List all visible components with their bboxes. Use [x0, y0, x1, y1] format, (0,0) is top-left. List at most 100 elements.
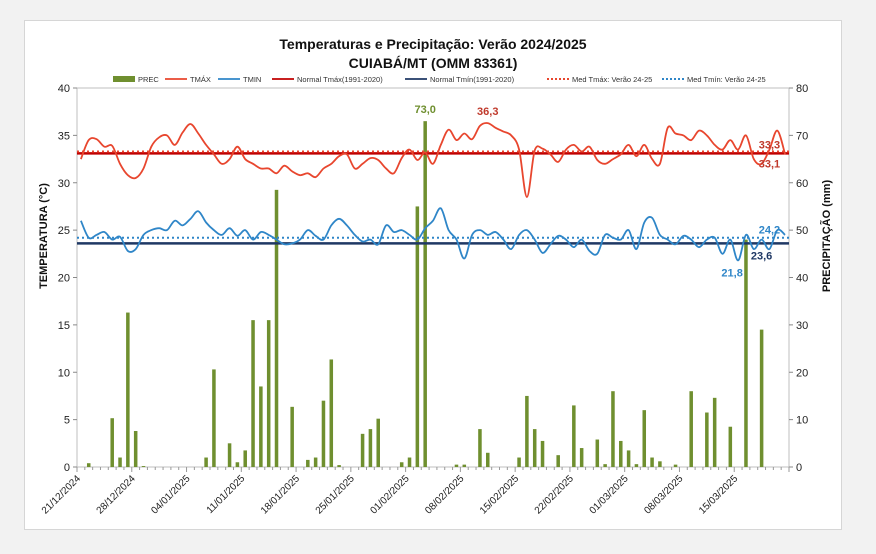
y-right-tick-label: 80 [796, 83, 808, 95]
prec-bar [689, 391, 693, 467]
prec-bar [86, 463, 91, 467]
plot-area [76, 87, 790, 468]
tmin-line [80, 207, 786, 262]
prec-bar [274, 189, 279, 467]
y-left-tick-label: 15 [58, 320, 70, 332]
prec-bar [454, 464, 459, 467]
legend-label-med_tmin: Med Tmín: Verão 24-25 [687, 75, 766, 84]
y-right-tick-label: 50 [796, 225, 808, 237]
prec-bar [141, 466, 146, 467]
y-right-tick-label: 0 [796, 462, 802, 474]
prec-bar [517, 457, 521, 467]
prec-bar [212, 369, 216, 467]
y-left-tick-label: 40 [58, 83, 70, 95]
prec-bar [525, 395, 529, 467]
prec-bar [126, 312, 130, 467]
annotation-normal_tmin: 23,6 [751, 250, 772, 262]
temperature-precipitation-chart: Temperaturas e Precipitação: Verão 2024/… [38, 36, 833, 517]
prec-bar [313, 457, 318, 467]
prec-bar [235, 462, 240, 467]
prec-bar [532, 429, 537, 467]
prec-bar [368, 429, 373, 467]
x-tick-label: 01/02/2025 [368, 473, 411, 516]
x-tick-label: 21/12/2024 [40, 473, 83, 516]
prec-bar [133, 430, 138, 467]
chart-subtitle: CUIABÁ/MT (OMM 83361) [349, 55, 518, 71]
tmax-line [80, 122, 786, 198]
prec-bar [634, 464, 639, 467]
prec-bar [259, 386, 263, 467]
y-right-tick-label: 60 [796, 178, 808, 190]
prec-bar [337, 465, 341, 467]
legend-label-normal_tmin: Normal Tmín(1991-2020) [430, 75, 515, 84]
prec-bar [486, 452, 490, 467]
annotation-prec: 73,0 [414, 104, 435, 116]
y-left-tick-label: 30 [58, 178, 70, 190]
prec-bar [712, 397, 717, 467]
prec-bar [642, 410, 647, 467]
y-left-tick-label: 20 [58, 273, 70, 285]
prec-bar [329, 359, 334, 467]
legend: PREC TMÁX TMIN Normal Tmáx(1991-2020) Normal… [113, 75, 766, 84]
prec-bar [705, 412, 709, 467]
prec-bar [399, 462, 404, 467]
legend-label-tmax: TMÁX [190, 75, 211, 84]
prec-bar [306, 459, 310, 467]
precipitation-bars [86, 121, 764, 467]
legend-label-prec: PREC [138, 75, 159, 84]
y-left-tick-label: 10 [58, 367, 70, 379]
y-axis-left-label: TEMPERATURA (°C) [38, 183, 50, 289]
x-tick-label: 08/03/2025 [642, 473, 685, 516]
prec-bar [595, 439, 600, 467]
x-tick-label: 15/03/2025 [697, 473, 740, 516]
prec-bar [266, 320, 271, 467]
prec-bar [110, 418, 114, 467]
chart-card: Temperaturas e Precipitação: Verão 2024/… [24, 20, 842, 530]
prec-bar [360, 433, 365, 467]
prec-bar [673, 464, 678, 467]
prec-bar [376, 418, 380, 467]
reference-lines [77, 150, 789, 245]
prec-bar [658, 461, 662, 467]
x-tick-label: 01/03/2025 [588, 473, 631, 516]
y-left-tick-label: 5 [64, 415, 70, 427]
legend-swatch-prec [113, 76, 135, 82]
y-right-tick-label: 10 [796, 415, 808, 427]
x-tick-label: 25/01/2025 [314, 473, 357, 516]
x-tick-label: 04/01/2025 [149, 473, 192, 516]
prec-bar [290, 406, 294, 467]
prec-bar [204, 457, 208, 467]
prec-bar [728, 426, 733, 467]
legend-label-tmin: TMIN [243, 75, 261, 84]
annotation-med_tmin: 24,2 [759, 225, 780, 237]
y-axis-right-label: PRECIPITAÇÃO (mm) [820, 180, 833, 293]
y-right-tick-label: 40 [796, 273, 808, 285]
y-right-tick-label: 30 [796, 320, 808, 332]
prec-bar [251, 320, 255, 467]
prec-bar [556, 455, 560, 467]
prec-bar [603, 464, 607, 467]
annotations: 36,3 73,0 33,3 33,1 24,2 23,6 21,8 [414, 104, 780, 279]
x-tick-label: 08/02/2025 [423, 473, 466, 516]
prec-bar [572, 405, 576, 467]
prec-bar [619, 440, 623, 467]
prec-bar [478, 429, 482, 467]
prec-bar [118, 457, 122, 467]
x-tick-label: 18/01/2025 [259, 473, 302, 516]
chart-title: Temperaturas e Precipitação: Verão 2024/… [279, 36, 586, 52]
prec-bar [540, 440, 545, 467]
prec-bar [415, 206, 420, 467]
prec-bar [744, 239, 748, 467]
prec-bar [462, 464, 467, 467]
y-right-tick-label: 20 [796, 367, 808, 379]
y-left-tick-label: 25 [58, 225, 70, 237]
legend-label-normal_tmax: Normal Tmáx(1991-2020) [297, 75, 383, 84]
annotation-tmin: 21,8 [721, 267, 742, 279]
y-right-tick-label: 70 [796, 130, 808, 142]
x-tick-label: 15/02/2025 [478, 473, 521, 516]
prec-bar [321, 400, 326, 467]
prec-bar [650, 457, 654, 467]
y-left-tick-label: 35 [58, 130, 70, 142]
prec-bar [759, 329, 764, 467]
legend-label-med_tmax: Med Tmáx: Verão 24-25 [572, 75, 652, 84]
